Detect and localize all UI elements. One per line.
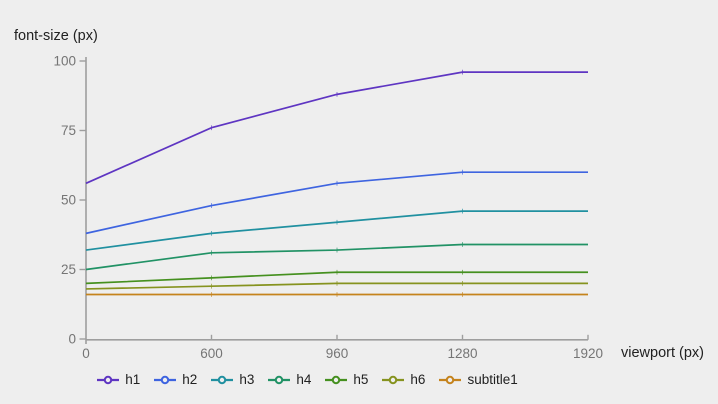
x-tick-label: 0	[82, 346, 90, 361]
legend-line-marker-icon	[211, 375, 234, 385]
legend-item-label: h2	[182, 372, 198, 387]
series-line-h1	[85, 71, 588, 185]
legend-line-marker-icon	[325, 375, 348, 385]
legend-line-marker-icon	[268, 375, 291, 385]
x-tick-label: 960	[326, 346, 349, 361]
legend-line-marker-icon	[439, 375, 462, 385]
y-tick-label: 50	[61, 193, 76, 208]
y-tick-label: 100	[53, 54, 76, 69]
legend-item-h5[interactable]: h5	[324, 370, 368, 390]
legend-item-h1[interactable]: h1	[96, 370, 140, 390]
legend-item-label: h5	[353, 372, 369, 387]
legend-item-label: h3	[239, 372, 255, 387]
x-axis-title: viewport (px)	[621, 345, 704, 361]
legend-item-label: h4	[296, 372, 312, 387]
legend-line-marker-icon	[97, 375, 120, 385]
legend-item-label: h6	[410, 372, 426, 387]
y-axis-title: font-size (px)	[14, 28, 98, 44]
legend: h1 h2 h3 h4 h5 h6 subtitle1	[0, 370, 718, 390]
legend-line-marker-icon	[154, 375, 177, 385]
legend-item-subtitle1[interactable]: subtitle1	[438, 370, 518, 390]
legend-item-h4[interactable]: h4	[267, 370, 311, 390]
legend-item-h2[interactable]: h2	[153, 370, 197, 390]
legend-item-label: subtitle1	[467, 372, 518, 387]
y-tick-label: 0	[68, 332, 76, 347]
legend-item-h3[interactable]: h3	[210, 370, 254, 390]
x-tick-label: 1920	[573, 346, 603, 361]
legend-item-label: h1	[125, 372, 141, 387]
x-tick-label: 600	[200, 346, 223, 361]
legend-line-marker-icon	[382, 375, 405, 385]
legend-item-h6[interactable]: h6	[381, 370, 425, 390]
y-tick-label: 75	[61, 123, 76, 138]
y-tick-label: 25	[61, 262, 76, 277]
x-tick-label: 1280	[447, 346, 477, 361]
